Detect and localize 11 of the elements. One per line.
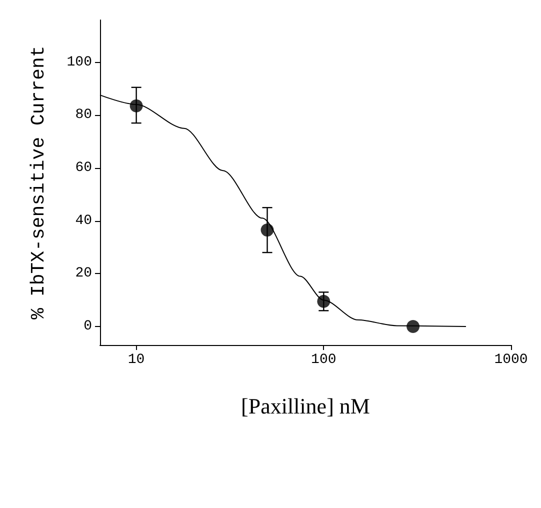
y-axis-title: % IbTX-sensitive Current bbox=[28, 46, 50, 320]
x-tick-label: 1000 bbox=[494, 352, 528, 368]
y-tick-label: 0 bbox=[84, 318, 92, 335]
x-tick-label: 10 bbox=[128, 352, 145, 368]
x-axis-title: [Paxilline] nM bbox=[241, 394, 370, 418]
y-tick-label: 60 bbox=[75, 160, 92, 176]
y-tick-label: 80 bbox=[75, 107, 92, 124]
x-tick-label: 100 bbox=[311, 352, 336, 368]
y-tick-label: 20 bbox=[75, 266, 92, 282]
y-tick-label: 40 bbox=[75, 212, 92, 229]
y-tick-label: 100 bbox=[66, 54, 92, 70]
